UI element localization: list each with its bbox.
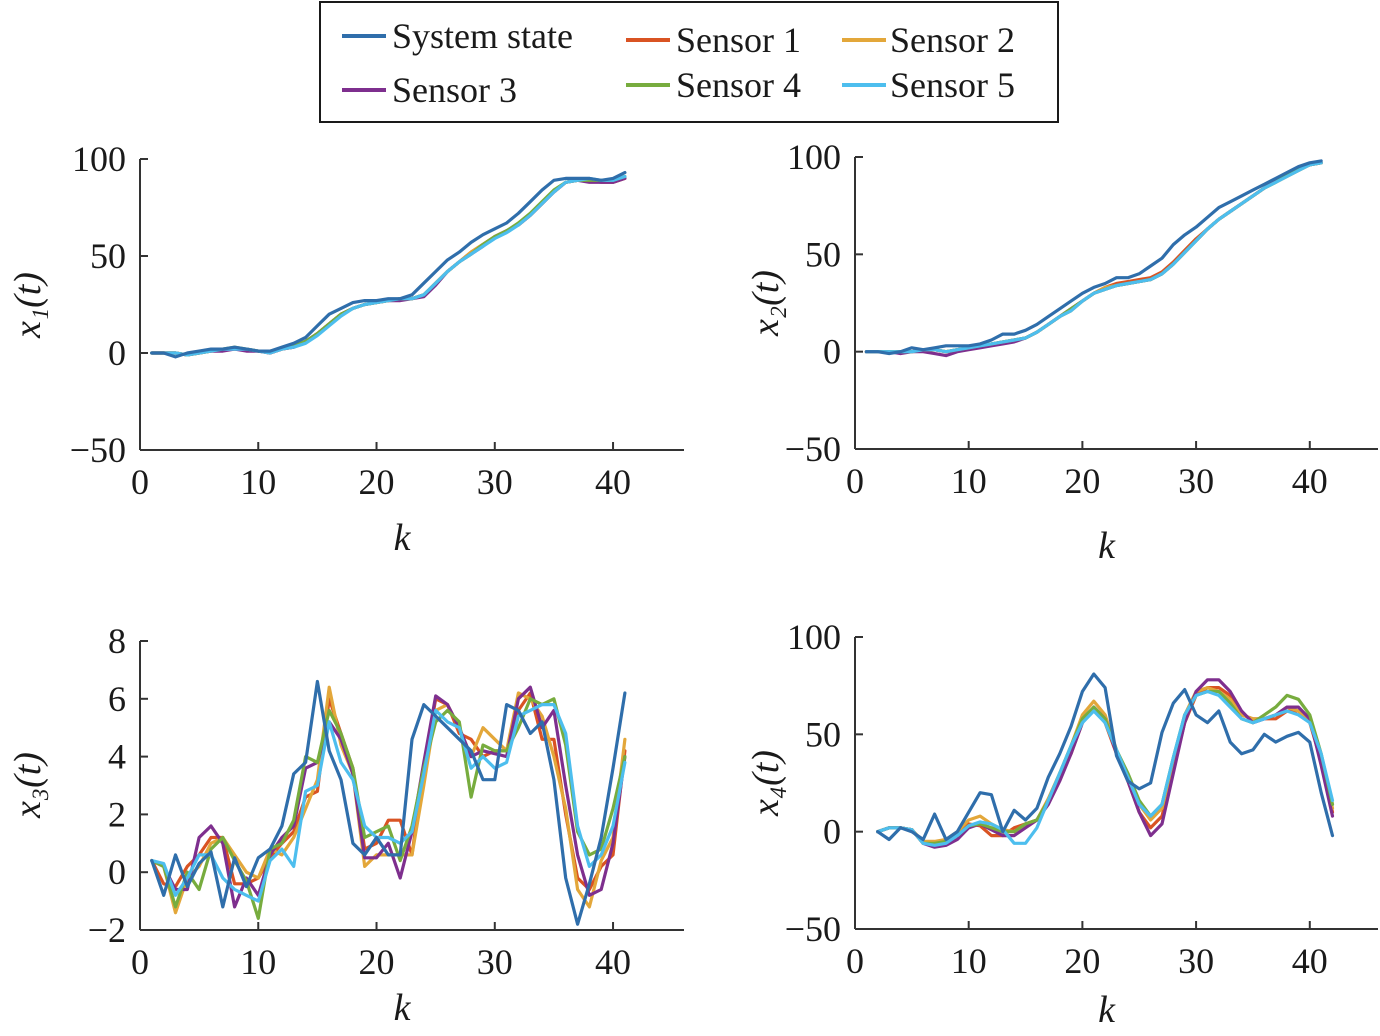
x-axis-label: k — [394, 987, 412, 1029]
x-tick-label: 0 — [846, 941, 864, 981]
y-axis-label: x₂(t) — [745, 270, 787, 337]
y-tick-label: 100 — [72, 139, 126, 179]
y-tick-label: 0 — [823, 812, 841, 852]
x-tick-label: 20 — [1064, 461, 1100, 501]
series-line-system-state — [150, 171, 627, 359]
y-tick-label: 8 — [108, 621, 126, 661]
x-tick-label: 20 — [1064, 941, 1100, 981]
y-tick-label: 6 — [108, 679, 126, 719]
series-line-sensor-3 — [150, 176, 627, 357]
series-line-sensor-3 — [150, 685, 627, 909]
x-tick-label: 20 — [359, 942, 395, 982]
series-line-system-state — [864, 159, 1323, 356]
x-tick-label: 40 — [595, 942, 631, 982]
series-line-sensor-5 — [150, 702, 627, 903]
y-tick-label: 50 — [805, 234, 841, 274]
series-line-sensor-2 — [876, 685, 1335, 844]
x-tick-label: 30 — [477, 462, 513, 502]
x-tick-label: 30 — [1178, 461, 1214, 501]
x-tick-label: 0 — [131, 942, 149, 982]
x-tick-label: 20 — [359, 462, 395, 502]
y-tick-label: 100 — [787, 137, 841, 177]
legend-label-3: Sensor 3 — [392, 70, 517, 110]
y-tick-label: 0 — [823, 332, 841, 372]
y-tick-label: 50 — [90, 236, 126, 276]
x-tick-label: 0 — [131, 462, 149, 502]
x-tick-label: 10 — [951, 941, 987, 981]
x-tick-label: 40 — [595, 462, 631, 502]
legend-item-1: Sensor 1 — [626, 20, 801, 60]
x-axis-label: k — [1098, 989, 1116, 1031]
y-tick-label: 0 — [108, 333, 126, 373]
legend-item-0: System state — [342, 16, 573, 56]
series-line-sensor-4 — [150, 174, 627, 357]
series-line-sensor-3 — [876, 678, 1335, 849]
x-tick-label: 40 — [1292, 941, 1328, 981]
y-tick-label: 100 — [787, 617, 841, 657]
legend-label-5: Sensor 5 — [890, 65, 1015, 105]
legend-label-4: Sensor 4 — [676, 65, 801, 105]
legend-box — [319, 1, 1059, 123]
series-line-sensor-5 — [150, 174, 627, 357]
legend-label-0: System state — [392, 16, 573, 56]
y-tick-label: −50 — [785, 429, 841, 469]
x-tick-label: 30 — [1178, 941, 1214, 981]
series-line-sensor-2 — [150, 174, 627, 357]
y-tick-label: 2 — [108, 794, 126, 834]
legend-item-4: Sensor 4 — [626, 65, 801, 105]
y-tick-label: −50 — [70, 430, 126, 470]
legend-label-1: Sensor 1 — [676, 20, 801, 60]
series-line-sensor-1 — [150, 176, 627, 357]
legend: System state Sensor 1 Sensor 2 Sensor 3 … — [319, 1, 1059, 123]
y-axis-label: x₁(t) — [7, 272, 49, 339]
x-axis-label: k — [1098, 525, 1116, 567]
x-tick-label: 10 — [240, 942, 276, 982]
x-tick-label: 30 — [477, 942, 513, 982]
y-tick-label: −50 — [785, 909, 841, 949]
x-tick-label: 0 — [846, 461, 864, 501]
x-tick-label: 10 — [951, 461, 987, 501]
y-tick-label: −2 — [88, 910, 126, 950]
y-tick-label: 4 — [108, 737, 126, 777]
x-tick-label: 40 — [1292, 461, 1328, 501]
y-axis-label: x₄(t) — [745, 750, 787, 817]
series-line-sensor-4 — [150, 697, 627, 921]
series-line-sensor-1 — [876, 685, 1335, 847]
series-line-system-state — [150, 679, 627, 926]
y-axis-label: x₃(t) — [7, 752, 49, 819]
series-line-sensor-5 — [876, 689, 1335, 847]
legend-label-2: Sensor 2 — [890, 20, 1015, 60]
series-line-sensor-5 — [864, 161, 1323, 354]
y-tick-label: 50 — [805, 714, 841, 754]
y-tick-label: 0 — [108, 852, 126, 892]
legend-item-3: Sensor 3 — [342, 70, 517, 110]
series-line-system-state — [876, 672, 1335, 842]
legend-item-5: Sensor 5 — [842, 65, 1015, 105]
x-tick-label: 10 — [240, 462, 276, 502]
legend-item-2: Sensor 2 — [842, 20, 1015, 60]
x-axis-label: k — [394, 517, 412, 559]
